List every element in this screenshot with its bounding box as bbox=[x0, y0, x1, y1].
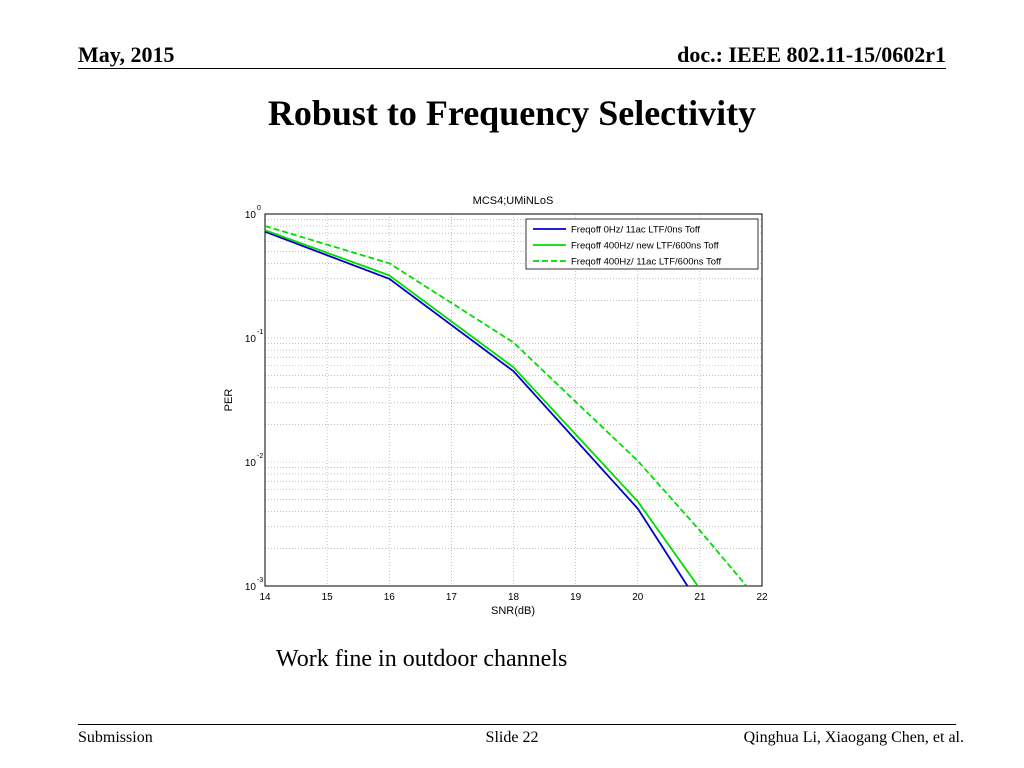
legend-label-3: Freqoff 400Hz/ 11ac LTF/600ns Toff bbox=[571, 257, 722, 268]
legend-box bbox=[525, 218, 759, 270]
x-tick-label: 15 bbox=[322, 592, 334, 603]
legend-label-1: Freqoff 0Hz/ 11ac LTF/0ns Toff bbox=[571, 225, 700, 236]
x-tick-label: 22 bbox=[756, 592, 768, 603]
y-tick-exponent: 0 bbox=[257, 205, 261, 212]
y-axis-label: PER bbox=[223, 389, 235, 412]
x-tick-label: 21 bbox=[694, 592, 706, 603]
header-rule bbox=[78, 68, 946, 69]
chart-title: MCS4;UMiNLoS bbox=[473, 195, 554, 207]
slide-title: Robust to Frequency Selectivity bbox=[267, 93, 757, 133]
x-tick-label: 16 bbox=[384, 592, 396, 603]
x-tick-label: 19 bbox=[570, 592, 582, 603]
x-tick-label: 20 bbox=[632, 592, 644, 603]
y-tick-label: 10 bbox=[245, 210, 257, 221]
header-doc-id: doc.: IEEE 802.11-15/0602r1 bbox=[677, 42, 946, 67]
series-line-3 bbox=[265, 225, 748, 586]
x-axis-label: SNR(dB) bbox=[491, 605, 535, 617]
y-tick-label: 10 bbox=[245, 458, 257, 469]
y-tick-label: 10 bbox=[245, 582, 257, 593]
legend-label-2: Freqoff 400Hz/ new LTF/600ns Toff bbox=[571, 241, 719, 252]
x-tick-label: 18 bbox=[508, 592, 520, 603]
header-date: May, 2015 bbox=[78, 42, 175, 67]
footer-slide-number: Slide 22 bbox=[485, 729, 539, 746]
y-tick-exponent: -2 bbox=[257, 453, 263, 460]
x-tick-label: 17 bbox=[446, 592, 458, 603]
series-line-1 bbox=[265, 230, 689, 586]
chart-grid bbox=[264, 214, 763, 587]
chart-legend: Freqoff 0Hz/ 11ac LTF/0ns Toff Freqoff 40… bbox=[525, 218, 759, 270]
series-line-2 bbox=[265, 229, 700, 586]
footer-rule bbox=[78, 724, 956, 725]
plot-frame bbox=[264, 213, 763, 587]
footer-submission: Submission bbox=[78, 729, 153, 746]
footer-authors: Qinghua Li, Xiaogang Chen, et al. bbox=[743, 729, 964, 746]
x-tick-label: 14 bbox=[259, 592, 271, 603]
y-tick-exponent: -3 bbox=[257, 577, 263, 584]
chart-series bbox=[265, 225, 748, 586]
y-tick-label: 10 bbox=[245, 334, 257, 345]
slide-caption: Work fine in outdoor channels bbox=[276, 646, 568, 672]
y-tick-exponent: -1 bbox=[257, 329, 263, 336]
